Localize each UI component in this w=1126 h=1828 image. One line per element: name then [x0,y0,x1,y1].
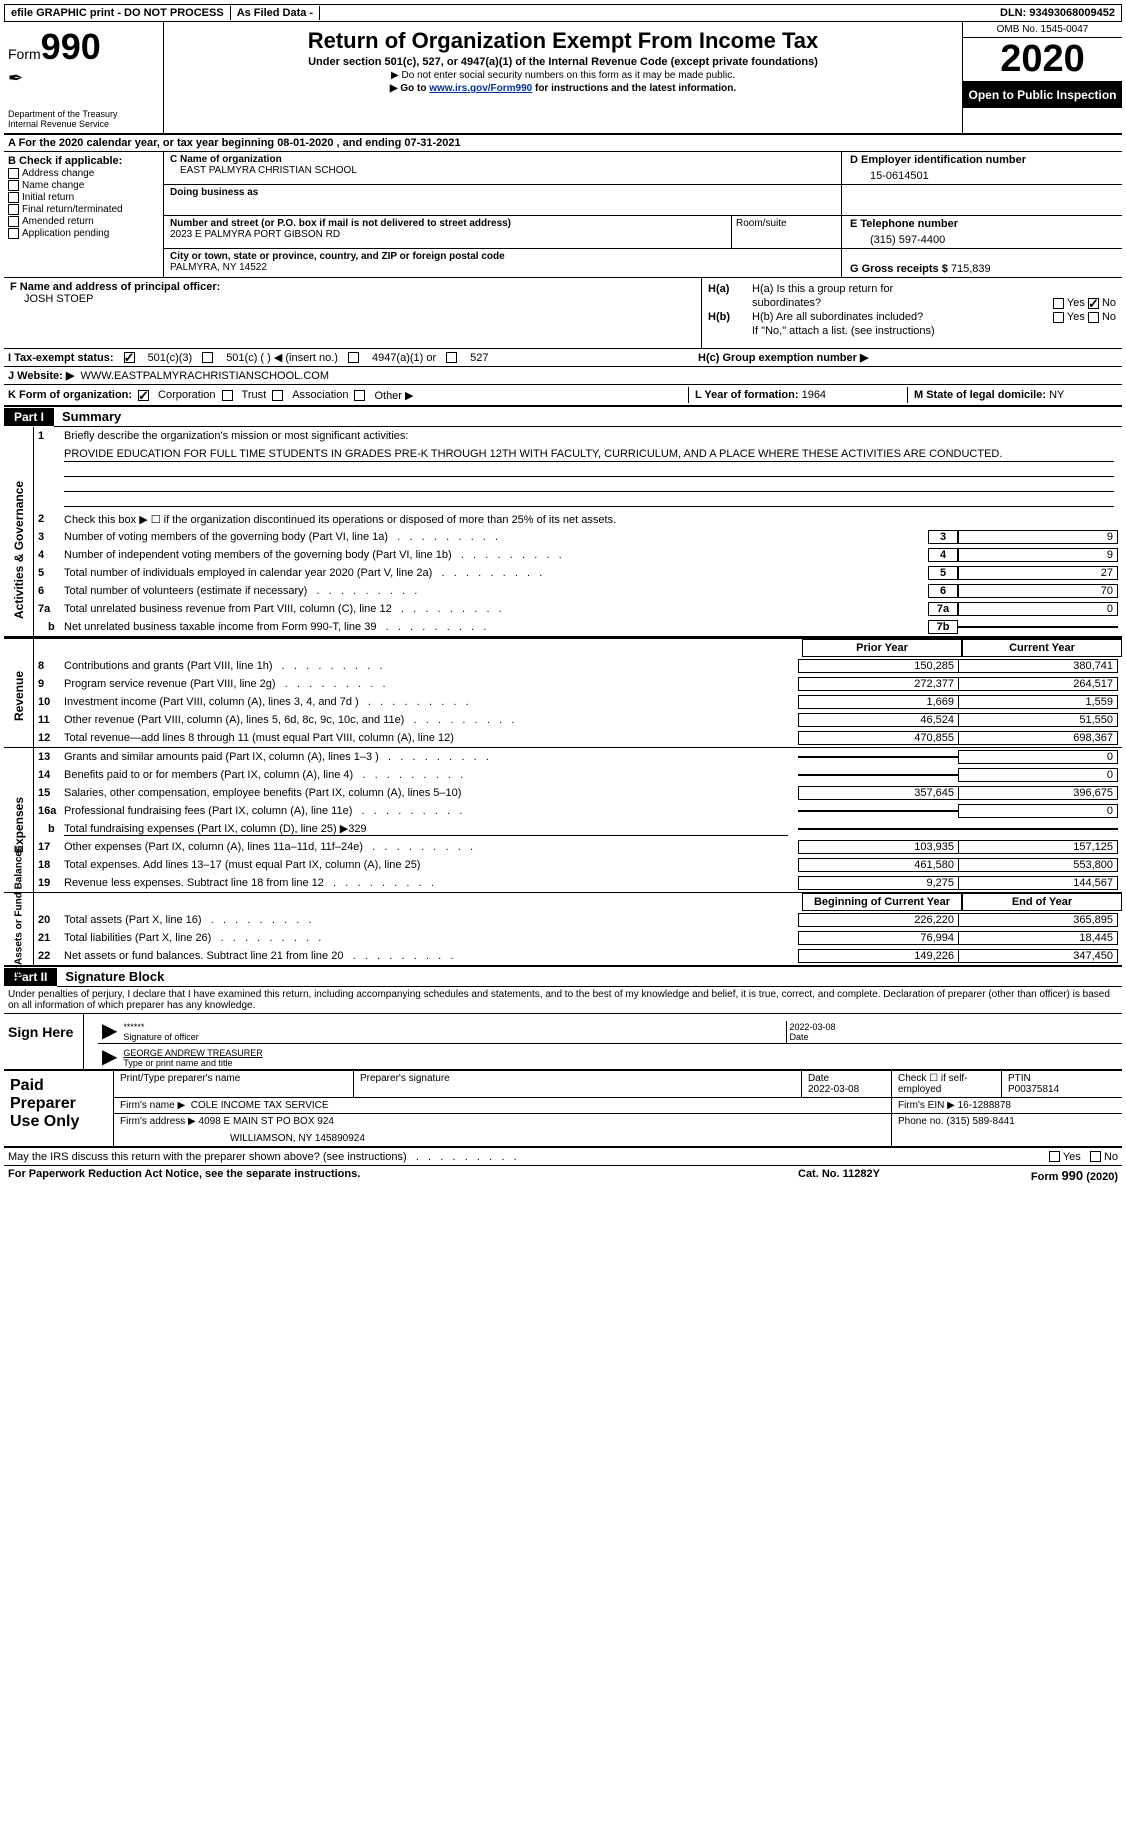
g-gross: G Gross receipts $ 715,839 [842,249,1122,277]
irs-logo-icon: ✒ [8,68,159,89]
row-a-tax-year: A For the 2020 calendar year, or tax yea… [4,135,1122,152]
part2-header: Part II Signature Block [4,967,1122,987]
irs-link[interactable]: www.irs.gov/Form990 [429,83,532,94]
expenses-section: Expenses 13Grants and similar amounts pa… [4,748,1122,893]
revenue-section: Revenue Prior YearCurrent Year 8Contribu… [4,638,1122,748]
header-sub1: Under section 501(c), 527, or 4947(a)(1)… [172,56,954,68]
discuss-no[interactable] [1090,1151,1101,1162]
page-footer: For Paperwork Reduction Act Notice, see … [4,1166,1122,1185]
net-assets-section: Net Assets or Fund Balances Beginning of… [4,893,1122,967]
form-title: Return of Organization Exempt From Incom… [172,28,954,54]
hc-group-exempt: H(c) Group exemption number ▶ [698,351,1118,364]
chk-4947[interactable] [348,352,359,363]
row-i-exempt: I Tax-exempt status: 501(c)(3) 501(c) ( … [4,349,1122,366]
header-right: OMB No. 1545-0047 2020 Open to Public In… [962,22,1122,133]
c-city: City or town, state or province, country… [164,249,842,277]
h-group: H(a) H(a) Is this a group return for sub… [702,278,1122,348]
sign-here-block: Sign Here ▶ ****** Signature of officer … [4,1013,1122,1069]
form-label: Form [8,46,41,62]
firm-name: COLE INCOME TAX SERVICE [191,1100,329,1111]
b-title: B Check if applicable: [8,155,159,167]
discuss-line: May the IRS discuss this return with the… [4,1148,1122,1166]
hb-no[interactable] [1088,312,1099,323]
arrow-icon: ▶ [98,1044,121,1069]
officer-name: JOSH STOEP [10,293,695,305]
form-header: Form990 ✒ Department of the Treasury Int… [4,22,1122,135]
header-left: Form990 ✒ Department of the Treasury Int… [4,22,164,133]
omb-number: OMB No. 1545-0047 [963,22,1122,38]
penalty-statement: Under penalties of perjury, I declare th… [4,987,1122,1013]
row-k-l-m: K Form of organization: Corporation Trus… [4,385,1122,407]
tax-year: 2020 [963,38,1122,82]
chk-name-change[interactable] [8,180,19,191]
tab-governance: Activities & Governance [4,427,34,636]
chk-501c3[interactable] [124,352,135,363]
chk-trust[interactable] [222,390,233,401]
chk-amended[interactable] [8,216,19,227]
val-5: 27 [958,566,1118,580]
block-entity-info: B Check if applicable: Address change Na… [4,152,1122,278]
ein-value: 15-0614501 [850,170,1114,182]
filed-blank [320,12,470,14]
tab-net-assets: Net Assets or Fund Balances [4,893,34,965]
arrow-icon: ▶ [98,1018,121,1043]
chk-527[interactable] [446,352,457,363]
website-url: WWW.EASTPALMYRACHRISTIANSCHOOL.COM [80,370,329,382]
chk-corp[interactable] [138,390,149,401]
col-b-checkboxes: B Check if applicable: Address change Na… [4,152,164,277]
val-7a: 0 [958,602,1118,616]
col-cd: C Name of organization EAST PALMYRA CHRI… [164,152,1122,277]
ha-yes[interactable] [1053,298,1064,309]
val-6: 70 [958,584,1118,598]
street-address: 2023 E PALMYRA PORT GIBSON RD [170,229,725,240]
tab-revenue: Revenue [4,639,34,747]
gross-receipts: 715,839 [951,263,991,275]
ha-no[interactable] [1088,298,1099,309]
part1-header: Part I Summary [4,407,1122,427]
chk-final-return[interactable] [8,204,19,215]
summary-section: Activities & Governance 1Briefly describ… [4,427,1122,638]
dln: DLN: 93493068009452 [1000,7,1121,19]
c-address: Number and street (or P.O. box if mail i… [164,216,842,248]
dept-treasury: Department of the Treasury Internal Reve… [8,109,159,129]
row-j-website: J Website: ▶ WWW.EASTPALMYRACHRISTIANSCH… [4,366,1122,385]
val-4: 9 [958,548,1118,562]
phone-value: (315) 597-4400 [850,234,1114,246]
form-990-page: efile GRAPHIC print - DO NOT PROCESS As … [0,0,1126,1189]
val-3: 9 [958,530,1118,544]
chk-assoc[interactable] [272,390,283,401]
open-inspection: Open to Public Inspection [963,82,1122,108]
e-phone: E Telephone number (315) 597-4400 [842,216,1122,248]
chk-address-change[interactable] [8,168,19,179]
paid-preparer-block: Paid Preparer Use Only Print/Type prepar… [4,1069,1122,1148]
header-sub3: ▶ Go to www.irs.gov/Form990 for instruct… [172,83,954,94]
row-f-h: F Name and address of principal officer:… [4,278,1122,349]
discuss-yes[interactable] [1049,1151,1060,1162]
chk-app-pending[interactable] [8,228,19,239]
room-suite: Room/suite [731,216,841,248]
c-dba: Doing business as [164,185,842,215]
as-filed-label: As Filed Data - [231,6,320,20]
city-value: PALMYRA, NY 14522 [170,262,835,273]
header-sub2: ▶ Do not enter social security numbers o… [172,70,954,81]
chk-501c[interactable] [202,352,213,363]
chk-other[interactable] [354,390,365,401]
m-domicile: M State of legal domicile: NY [908,387,1118,403]
mission-text: PROVIDE EDUCATION FOR FULL TIME STUDENTS… [34,445,1122,510]
val-7b [958,626,1118,628]
hb-yes[interactable] [1053,312,1064,323]
form-number: 990 [41,26,101,67]
efile-label: efile GRAPHIC print - DO NOT PROCESS [5,6,231,20]
f-officer: F Name and address of principal officer:… [4,278,702,348]
efile-topbar: efile GRAPHIC print - DO NOT PROCESS As … [4,4,1122,22]
d-ein: D Employer identification number 15-0614… [842,152,1122,184]
officer-signed-name: GEORGE ANDREW TREASURER [123,1048,1120,1058]
l-year-formation: L Year of formation: 1964 [688,387,908,403]
c-name: C Name of organization EAST PALMYRA CHRI… [164,152,842,184]
org-name: EAST PALMYRA CHRISTIAN SCHOOL [170,165,835,176]
chk-initial-return[interactable] [8,192,19,203]
header-center: Return of Organization Exempt From Incom… [164,22,962,133]
